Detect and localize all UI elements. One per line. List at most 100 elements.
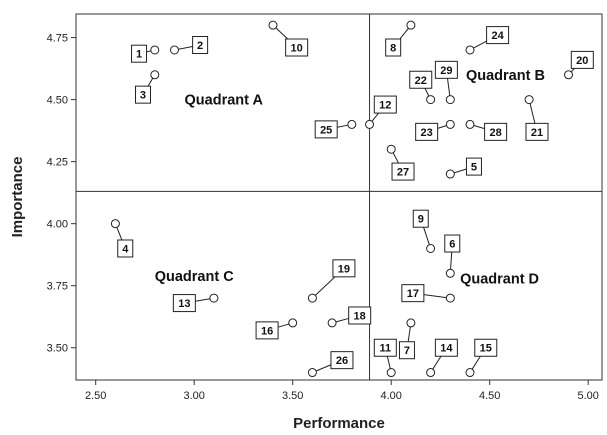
data-point: 27 [386, 144, 415, 181]
point-marker [426, 95, 436, 105]
quadrant-label: Quadrant D [460, 271, 539, 287]
point-marker [524, 95, 534, 105]
plot-frame [75, 13, 603, 381]
point-label-box [465, 157, 482, 176]
point-label: 16 [261, 325, 273, 337]
point-label: 13 [178, 298, 190, 310]
point-label: 21 [531, 127, 543, 139]
leader-line [315, 364, 332, 372]
point-marker [386, 368, 396, 378]
point-label-box [330, 351, 354, 370]
point-marker [445, 293, 455, 303]
point-label: 11 [379, 343, 391, 355]
leader-line [116, 227, 123, 241]
x-tick-label: 3.00 [183, 390, 204, 402]
leader-line [277, 323, 290, 328]
point-label: 6 [449, 239, 455, 251]
point-label-box [570, 50, 594, 69]
leader-line [335, 317, 349, 323]
point-marker [288, 318, 298, 328]
x-axis: 2.50 3.00 3.50 4.00 4.50 5.00 [85, 380, 599, 402]
point-label-box [412, 209, 429, 228]
point-label-box [134, 85, 151, 104]
point-label: 29 [440, 65, 452, 77]
point-label: 18 [354, 310, 366, 322]
point-marker [365, 119, 375, 129]
point-label-box [131, 44, 148, 63]
point-label-box [401, 284, 425, 303]
data-point: 2 [170, 36, 209, 55]
point-marker [445, 119, 455, 129]
point-label-box [255, 321, 279, 340]
quadrant-label: Quadrant A [185, 93, 264, 109]
data-point: 4 [110, 219, 134, 258]
point-marker [406, 318, 416, 328]
leader-line [146, 50, 152, 53]
data-point: 24 [465, 26, 510, 55]
y-tick-label: 4.00 [47, 219, 68, 231]
point-label: 5 [471, 162, 477, 174]
point-label-box [409, 70, 433, 89]
leader-line [473, 125, 485, 130]
data-point: 22 [409, 70, 436, 105]
leader-line [371, 112, 379, 122]
data-point: 21 [524, 95, 549, 141]
leader-line [399, 27, 409, 40]
leader-line [424, 88, 430, 97]
point-label: 12 [379, 100, 391, 112]
point-label-box [348, 306, 372, 325]
leader-line [195, 298, 211, 302]
data-point: 16 [255, 318, 298, 340]
point-marker [327, 318, 337, 328]
point-label: 20 [576, 55, 588, 67]
x-tick-label: 3.50 [282, 390, 303, 402]
point-label: 10 [291, 42, 303, 54]
point-marker [564, 70, 574, 80]
point-label: 7 [404, 345, 410, 357]
data-point: 19 [307, 259, 356, 303]
point-marker [150, 70, 160, 80]
point-label: 15 [480, 343, 492, 355]
leader-line [453, 168, 467, 174]
data-point: 7 [398, 318, 416, 360]
leader-line [450, 251, 453, 270]
point-label-box [285, 38, 309, 57]
leader-line [570, 68, 575, 73]
point-label: 3 [140, 90, 146, 102]
point-marker [445, 268, 455, 278]
x-axis-title: Performance [293, 415, 385, 432]
data-point: 29 [434, 60, 458, 105]
y-tick-label: 3.75 [47, 281, 68, 293]
point-label: 23 [421, 127, 433, 139]
data-point: 11 [373, 338, 397, 378]
point-marker [406, 20, 416, 30]
leader-line [386, 356, 391, 369]
point-label: 25 [320, 124, 332, 136]
data-point: 26 [307, 351, 354, 378]
point-marker [465, 368, 475, 378]
data-point: 20 [564, 50, 594, 80]
point-label: 1 [136, 49, 142, 61]
data-point: 3 [134, 70, 160, 104]
point-label-box [398, 341, 415, 360]
point-label-box [434, 60, 458, 79]
point-label: 22 [415, 75, 427, 87]
point-label-box [434, 338, 458, 357]
leader-line [407, 326, 411, 342]
point-label: 26 [336, 355, 348, 367]
leader-line [471, 355, 481, 370]
point-label: 24 [491, 30, 504, 42]
point-marker [445, 95, 455, 105]
leader-line [147, 77, 154, 87]
leader-line [423, 294, 447, 299]
point-label-box [314, 120, 338, 139]
point-label: 4 [122, 243, 129, 255]
point-label-box [373, 338, 397, 357]
point-marker [307, 368, 317, 378]
point-marker [386, 144, 396, 154]
data-point: 13 [172, 293, 219, 313]
point-label-box [332, 259, 356, 278]
leader-line [423, 227, 430, 245]
leader-line [446, 78, 451, 96]
